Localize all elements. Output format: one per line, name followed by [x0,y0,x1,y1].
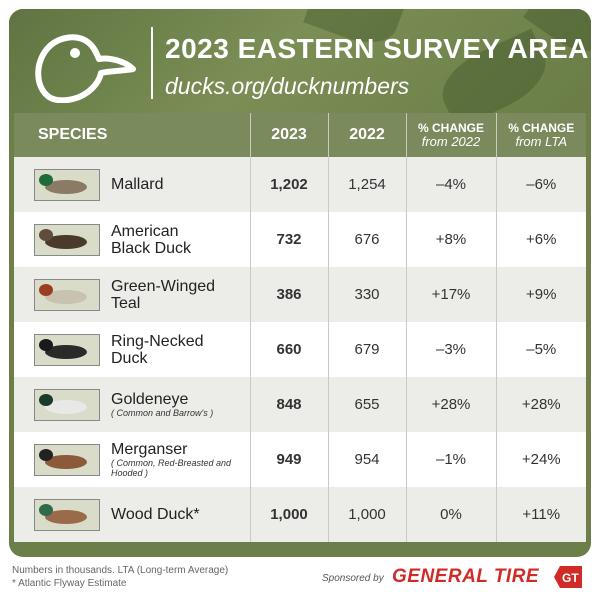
col-species: SPECIES [14,113,250,157]
value-2023: 732 [249,212,328,267]
table-row: Ring-Necked Duck 660 679 –3% –5% [14,322,586,377]
footnote-estimate: * Atlantic Flyway Estimate [12,578,127,589]
change-from-lta: –6% [495,157,586,212]
value-2022: 1,000 [327,487,406,542]
change-from-lta: +28% [495,377,586,432]
duck-photo [34,333,100,366]
col-change-lta: % CHANGE from LTA [495,113,586,157]
col-change-lta-line1: % CHANGE [508,120,575,135]
table-row: Wood Duck* 1,000 1,000 0% +11% [14,487,586,542]
website-url: ducks.org/ducknumbers [165,73,410,99]
value-2022: 1,254 [327,157,406,212]
col-change-2022-line2: from 2022 [421,133,481,149]
survey-table: SPECIES 2023 2022 % CHANGE from 2022 % C… [14,113,586,542]
species-cell: Wood Duck* [14,487,250,542]
species-name: Green-Winged Teal [111,277,216,312]
header-divider [151,27,153,99]
duck-photo [34,498,100,531]
species-cell: Merganser( Common, Red-Breasted and Hood… [14,432,250,487]
species-subtitle: ( Common, Red-Breasted and Hooded ) [111,458,232,478]
col-2022: 2022 [327,113,406,157]
footnote-units: Numbers in thousands. LTA (Long-term Ave… [12,565,229,576]
ducks-unlimited-logo [35,34,136,103]
header-banner: 2023 EASTERN SURVEY AREA ducks.org/duckn… [9,9,591,113]
duck-photo [34,388,100,421]
value-2023: 949 [249,432,328,487]
col-change-2022: % CHANGE from 2022 [405,113,496,157]
value-2022: 954 [327,432,406,487]
value-2023: 660 [249,322,328,377]
value-2022: 330 [327,267,406,322]
value-2022: 676 [327,212,406,267]
table-row: Merganser( Common, Red-Breasted and Hood… [14,432,586,487]
species-subtitle: ( Common and Barrow's ) [111,408,214,418]
species-cell: Goldeneye( Common and Barrow's ) [14,377,250,432]
change-from-2022: –4% [405,157,496,212]
change-from-lta: –5% [495,322,586,377]
change-from-2022: 0% [405,487,496,542]
survey-card: 2023 EASTERN SURVEY AREA ducks.org/duckn… [9,9,591,557]
table-row: American Black Duck 732 676 +8% +6% [14,212,586,267]
duck-photo [34,443,100,476]
species-name: American Black Duck [111,222,192,257]
species-name: Wood Duck* [111,506,200,523]
change-from-lta: +6% [495,212,586,267]
general-tire-badge-icon: GT [554,566,582,588]
change-from-2022: +17% [405,267,496,322]
table-header-row: SPECIES 2023 2022 % CHANGE from 2022 % C… [14,113,586,157]
svg-text:GT: GT [562,571,579,585]
species-name: Goldeneye [111,391,189,408]
general-tire-logo: GENERAL TIRE [392,566,540,587]
duck-photo [34,278,100,311]
value-2022: 679 [327,322,406,377]
table-row: Goldeneye( Common and Barrow's ) 848 655 +2… [14,377,586,432]
change-from-2022: –1% [405,432,496,487]
change-from-lta: +11% [495,487,586,542]
col-2023: 2023 [249,113,328,157]
page-title: 2023 EASTERN SURVEY AREA [165,33,589,64]
value-2023: 848 [249,377,328,432]
value-2023: 1,202 [249,157,328,212]
species-cell: Green-Winged Teal [14,267,250,322]
change-from-lta: +24% [495,432,586,487]
change-from-2022: +28% [405,377,496,432]
species-name: Mallard [111,176,164,193]
duck-photo [34,223,100,256]
duck-photo [34,168,100,201]
table-row: Green-Winged Teal 386 330 +17% +9% [14,267,586,322]
species-name: Merganser [111,441,188,458]
change-from-lta: +9% [495,267,586,322]
species-cell: Ring-Necked Duck [14,322,250,377]
col-change-2022-line1: % CHANGE [417,120,484,135]
value-2022: 655 [327,377,406,432]
value-2023: 1,000 [249,487,328,542]
footnote: Numbers in thousands. LTA (Long-term Ave… [12,564,228,590]
change-from-2022: –3% [405,322,496,377]
species-cell: American Black Duck [14,212,250,267]
col-change-lta-line2: from LTA [515,133,568,149]
table-row: Mallard 1,202 1,254 –4% –6% [14,157,586,212]
change-from-2022: +8% [405,212,496,267]
value-2023: 386 [249,267,328,322]
species-cell: Mallard [14,157,250,212]
sponsored-by-label: Sponsored by [322,573,384,584]
species-name: Ring-Necked Duck [111,332,204,367]
